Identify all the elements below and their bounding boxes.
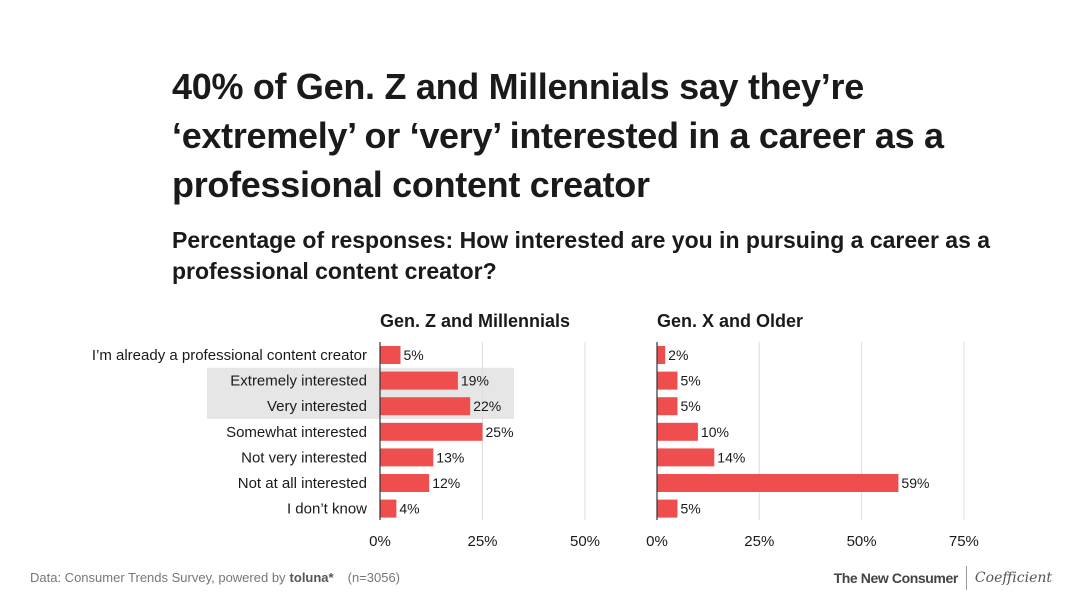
x-tick-label: 25% <box>744 533 774 550</box>
data-label: 5% <box>680 398 700 414</box>
bar <box>657 397 678 416</box>
x-tick-label: 75% <box>949 533 979 550</box>
data-label: 14% <box>717 449 745 465</box>
source-text: Data: Consumer Trends Survey, powered by <box>30 570 286 585</box>
data-label: 10% <box>701 424 729 440</box>
bar <box>657 422 698 441</box>
bar <box>380 397 471 416</box>
data-label: 5% <box>404 347 424 363</box>
coefficient-logo: Coefficient <box>974 570 1052 586</box>
data-label: 59% <box>901 475 929 491</box>
panel-title: Gen. X and Older <box>657 311 803 331</box>
bar <box>657 474 899 492</box>
data-label: 12% <box>432 475 460 491</box>
data-label: 25% <box>486 424 514 440</box>
category-label: I’m already a professional content creat… <box>92 347 367 364</box>
x-tick-label: 50% <box>847 533 877 550</box>
bar <box>380 371 458 390</box>
category-label: Not very interested <box>241 449 367 466</box>
panel-title: Gen. Z and Millennials <box>380 311 570 331</box>
bar <box>380 499 397 518</box>
data-label: 4% <box>399 501 419 517</box>
category-label: Extremely interested <box>230 373 367 390</box>
category-label: Very interested <box>267 398 367 415</box>
bar <box>380 474 430 492</box>
data-label: 5% <box>680 373 700 389</box>
bar <box>380 448 434 467</box>
data-label: 13% <box>436 449 464 465</box>
the-new-consumer-logo: The New Consumer <box>833 570 959 586</box>
chart-title: 40% of Gen. Z and Millennials say they’r… <box>172 66 944 205</box>
data-label: 22% <box>473 398 501 414</box>
bar <box>657 371 678 390</box>
x-tick-label: 0% <box>646 533 668 550</box>
bar <box>657 346 666 364</box>
category-label: Somewhat interested <box>226 424 367 441</box>
x-tick-label: 25% <box>467 533 497 550</box>
data-label: 19% <box>461 373 489 389</box>
bar <box>380 346 401 364</box>
x-tick-label: 0% <box>369 533 391 550</box>
bar <box>657 499 678 518</box>
data-label: 2% <box>668 347 688 363</box>
x-tick-label: 50% <box>570 533 600 550</box>
bar <box>380 422 483 441</box>
bar <box>657 448 715 467</box>
data-source-note: Data: Consumer Trends Survey, powered by… <box>30 570 400 585</box>
logo-divider <box>965 566 967 590</box>
sample-size: (n=3056) <box>347 570 401 585</box>
publisher-logos: The New Consumer Coefficient <box>834 566 1052 590</box>
category-label: Not at all interested <box>238 475 367 492</box>
data-label: 5% <box>680 501 700 517</box>
category-label: I don’t know <box>287 501 367 518</box>
chart-subtitle: Percentage of responses: How interested … <box>172 227 991 284</box>
toluna-logo: toluna* <box>289 570 334 585</box>
